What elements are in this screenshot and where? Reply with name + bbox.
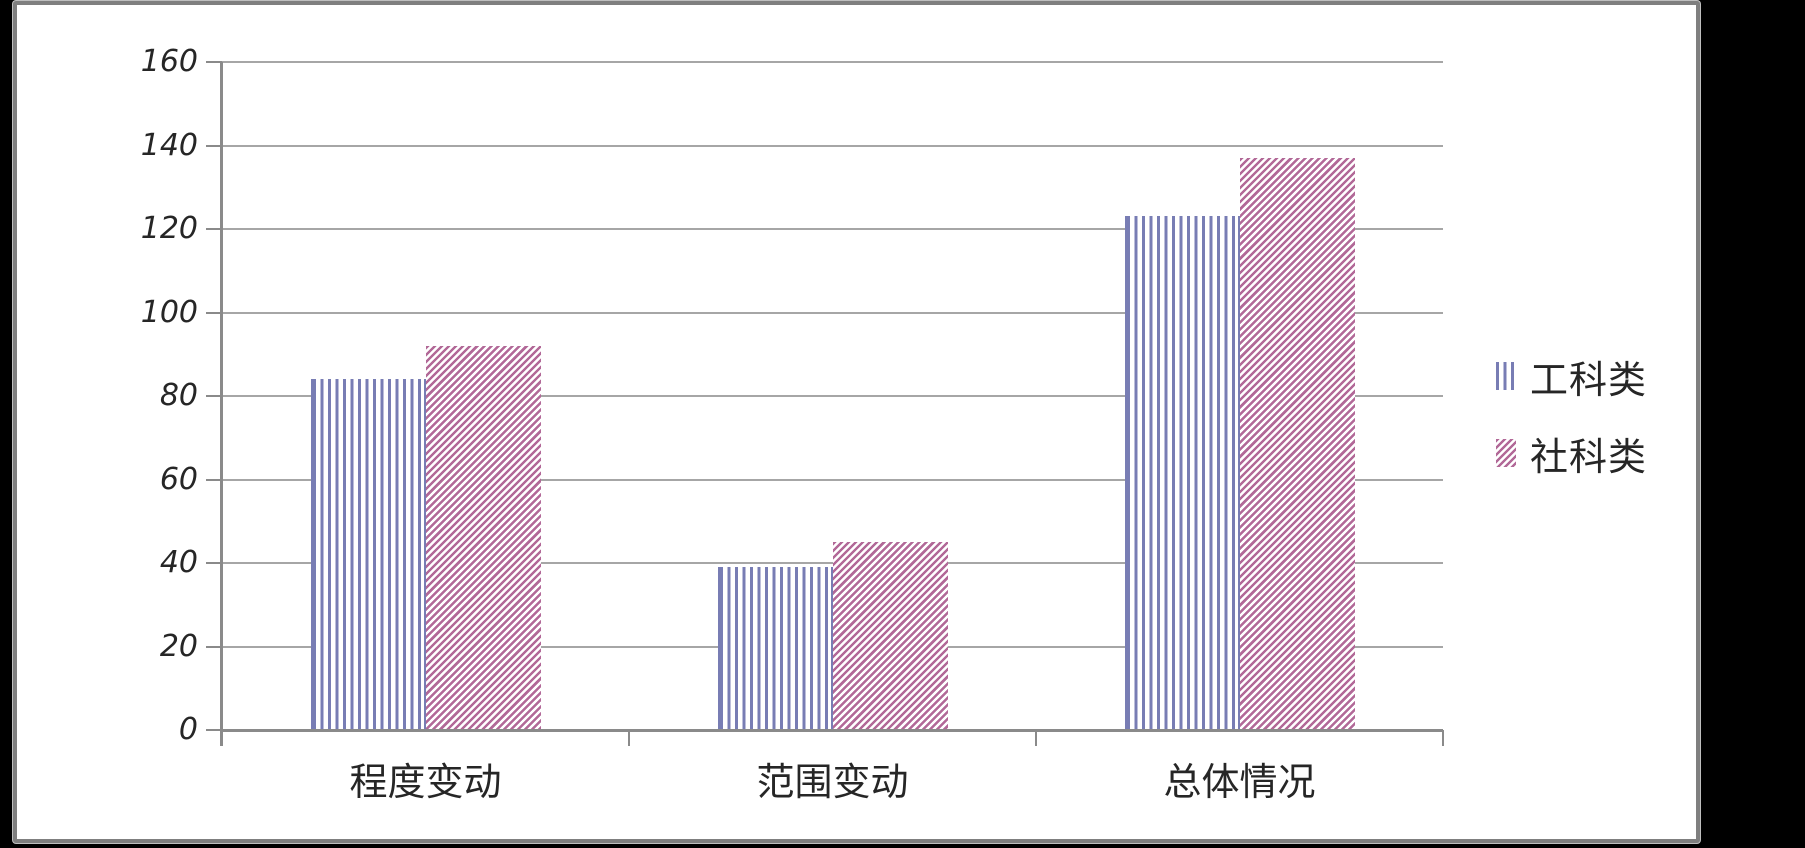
y-axis-tick xyxy=(206,562,222,564)
gridline-100 xyxy=(222,311,1443,314)
y-axis-label: 120 xyxy=(140,211,198,246)
legend-label: 社科类 xyxy=(1530,434,1648,479)
y-axis-label: 60 xyxy=(159,461,198,497)
legend-item-series-1: 社科类 xyxy=(1496,429,1647,479)
gridline-60 xyxy=(222,478,1443,481)
gridline-140 xyxy=(222,144,1443,147)
bar-社科类-程度变动 xyxy=(425,345,541,730)
legend-label: 工科类 xyxy=(1530,357,1648,402)
diagonal-stripes-swatch-icon xyxy=(1496,439,1516,467)
bar-社科类-范围变动 xyxy=(832,542,948,730)
y-axis-label: 40 xyxy=(159,545,198,580)
x-axis-tick xyxy=(1035,730,1037,746)
y-axis-label: 80 xyxy=(159,378,198,413)
gridline-80 xyxy=(222,395,1443,397)
y-axis-label: 20 xyxy=(159,628,198,664)
bar-社科类-总体情况 xyxy=(1239,158,1355,730)
vertical-stripes-swatch-icon xyxy=(1496,362,1516,390)
x-axis-label: 范围变动 xyxy=(756,760,909,804)
y-axis-tick xyxy=(206,645,222,648)
y-axis-label: 160 xyxy=(140,44,198,79)
bar-工科类-总体情况 xyxy=(1124,216,1240,730)
y-axis-tick xyxy=(206,395,222,397)
x-axis-tick xyxy=(628,730,630,746)
legend-item-series-0: 工科类 xyxy=(1496,352,1647,402)
gridline-160 xyxy=(222,61,1443,63)
y-axis-tick xyxy=(206,729,222,731)
y-axis-label: 100 xyxy=(140,294,198,330)
gridline-120 xyxy=(222,228,1443,230)
x-axis-tick xyxy=(1442,730,1444,746)
y-axis-label: 140 xyxy=(140,127,198,163)
y-axis-tick xyxy=(206,61,222,63)
y-axis-line xyxy=(220,62,223,746)
y-axis-tick xyxy=(206,228,222,230)
x-axis-line xyxy=(222,729,1443,732)
bar-工科类-程度变动 xyxy=(310,379,426,730)
bar-工科类-范围变动 xyxy=(717,567,833,730)
x-axis-label: 程度变动 xyxy=(349,760,502,804)
x-axis-label: 总体情况 xyxy=(1163,760,1316,804)
y-axis-label: 0 xyxy=(178,712,198,747)
y-axis-tick xyxy=(206,144,222,147)
y-axis-tick xyxy=(206,311,222,314)
y-axis-tick xyxy=(206,478,222,481)
legend: 工科类 社科类 xyxy=(1496,352,1647,479)
